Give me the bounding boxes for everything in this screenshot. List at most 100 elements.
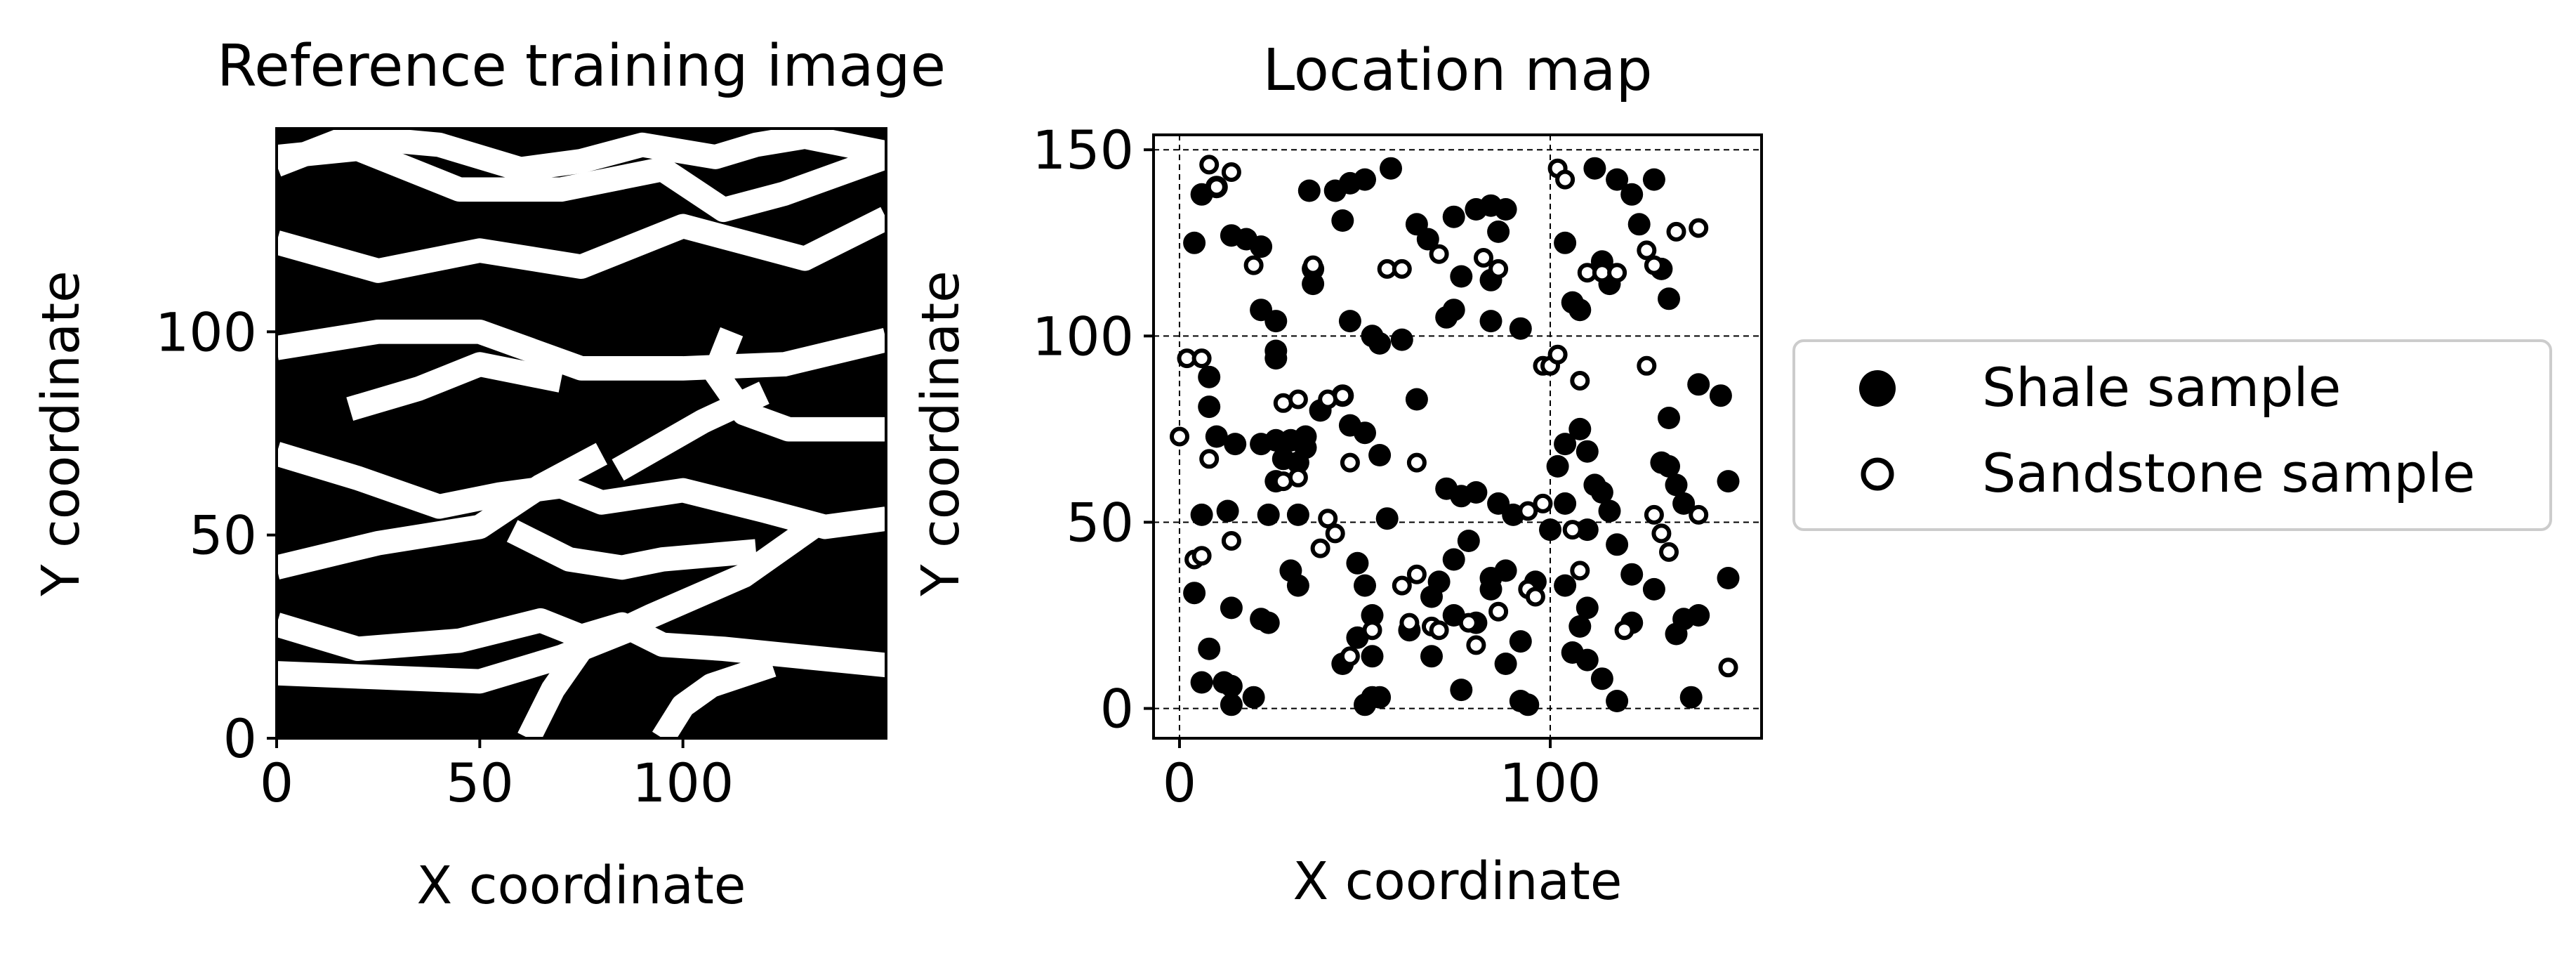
sand-channel-13 — [652, 653, 777, 738]
shale-sample-point — [1554, 433, 1577, 456]
sandstone-sample-point — [1288, 467, 1308, 487]
shale-sample-point — [1302, 273, 1325, 296]
shale-sample-point — [1361, 604, 1384, 627]
shale-sample-point — [1354, 421, 1376, 445]
shale-sample-point — [1642, 168, 1665, 191]
sandstone-sample-point — [1637, 240, 1657, 261]
y-tick-label: 150 — [1032, 119, 1134, 181]
shale-sample-point — [1286, 503, 1309, 526]
sandstone-sample-point — [1644, 255, 1664, 275]
shale-sample-point — [1576, 440, 1599, 463]
shale-sample-point — [1509, 630, 1532, 653]
shale-sample-point — [1442, 548, 1465, 571]
shale-sample-point — [1494, 198, 1517, 221]
shale-sample-point — [1583, 157, 1606, 180]
sandstone-sample-point — [1466, 635, 1486, 655]
shale-sample-point — [1672, 608, 1696, 631]
sandstone-sample-point — [1533, 493, 1553, 513]
shale-sample-point — [1190, 671, 1213, 694]
shale-sample-point — [1205, 425, 1228, 448]
sand-channel-4 — [346, 352, 564, 421]
shale-sample-point — [1554, 231, 1577, 254]
shale-sample-point — [1450, 265, 1473, 288]
sandstone-sample-point — [1340, 646, 1360, 667]
shale-sample-point — [1658, 407, 1680, 429]
y-tick-label: 0 — [1100, 678, 1134, 740]
x-tick-label: 100 — [1499, 752, 1601, 814]
shale-sample-point — [1487, 220, 1510, 243]
shale-sample-point — [1517, 693, 1540, 716]
x-tick-label: 0 — [1163, 752, 1196, 814]
shale-sample-point — [1672, 492, 1696, 515]
shale-sample-point — [1546, 454, 1569, 478]
location-map-frame — [1152, 133, 1763, 740]
shale-sample-point — [1331, 209, 1354, 232]
shale-sample-point — [1576, 648, 1599, 672]
sandstone-sample-point — [1399, 613, 1420, 633]
shale-sample-point — [1687, 373, 1710, 396]
location-map-y-label: Y coordinate — [911, 270, 971, 596]
sand-channel-3 — [277, 319, 886, 381]
sand-channel-2 — [277, 207, 886, 283]
shale-sample-point — [1479, 310, 1502, 333]
shale-sample-point — [1709, 384, 1732, 407]
shale-sample-point — [1264, 347, 1288, 370]
sandstone-sample-point — [1318, 509, 1338, 529]
shale-sample-point — [1220, 674, 1243, 698]
sandstone-sample-point — [1488, 601, 1509, 622]
shale-sample-point — [1198, 365, 1221, 388]
sandstone-sample-point — [1689, 504, 1709, 525]
location-map-title: Location map — [1262, 37, 1652, 104]
sand-channel-0 — [277, 129, 886, 182]
sandstone-sample-point — [1221, 162, 1241, 182]
shale-sample-point — [1642, 577, 1665, 601]
sandstone-sample-point — [1221, 531, 1241, 551]
shale-sample-point — [1420, 645, 1443, 668]
sand-channel-12 — [517, 516, 820, 738]
location-map-y-ticks: 0 50 100 150 — [1032, 119, 1154, 740]
training-image-frame — [275, 127, 887, 740]
legend-box — [1792, 339, 2552, 531]
shale-sample-point — [1539, 518, 1561, 542]
shale-sample-point — [1606, 533, 1629, 556]
shale-sample-point — [1183, 582, 1206, 605]
shale-sample-point — [1665, 473, 1688, 497]
shale-sample-point — [1606, 690, 1629, 712]
shale-sample-point — [1590, 667, 1613, 690]
shale-sample-point — [1286, 574, 1309, 597]
sandstone-sample-point — [1191, 348, 1212, 369]
sandstone-sample-point — [1310, 538, 1330, 558]
sandstone-sample-point — [1406, 564, 1427, 584]
sand-channel-7 — [612, 381, 770, 481]
sandstone-sample-point — [1659, 542, 1679, 562]
shale-sample-point — [1554, 492, 1577, 515]
shale-sample-point — [1442, 205, 1465, 228]
sandstone-sample-point — [1170, 426, 1189, 447]
shale-sample-point — [1354, 574, 1376, 597]
training-image-x-ticks: 0 50 100 — [260, 738, 734, 814]
shale-sample-point — [1220, 596, 1243, 620]
training-image-y-label: Y coordinate — [31, 270, 91, 596]
sandstone-sample-point — [1570, 561, 1590, 581]
shale-sample-point — [1198, 637, 1221, 660]
shale-sample-point — [1717, 567, 1740, 589]
sand-channel-9 — [506, 520, 758, 580]
location-map-panel: Location map 0 100 0 50 100 150 X coordinate… — [911, 37, 1763, 912]
legend-sandstone-marker — [1861, 457, 1894, 491]
sandstone-sample-point — [1666, 221, 1686, 242]
sandstone-sample-point — [1474, 248, 1493, 268]
shale-sample-point — [1346, 551, 1369, 575]
sandstone-sample-point — [1406, 452, 1427, 473]
shale-sample-point — [1224, 433, 1247, 456]
shale-sample-point — [1354, 168, 1376, 191]
training-image-title: Reference training image — [217, 33, 946, 100]
shale-sample-point — [1658, 287, 1680, 310]
sandstone-sample-point — [1325, 523, 1345, 544]
shale-sample-point — [1338, 310, 1361, 333]
legend-shale-marker — [1859, 370, 1896, 407]
training-image-channels — [277, 129, 886, 738]
shale-sample-point — [1380, 157, 1402, 180]
shale-sample-point — [1368, 686, 1392, 709]
shale-sample-point — [1620, 183, 1644, 206]
